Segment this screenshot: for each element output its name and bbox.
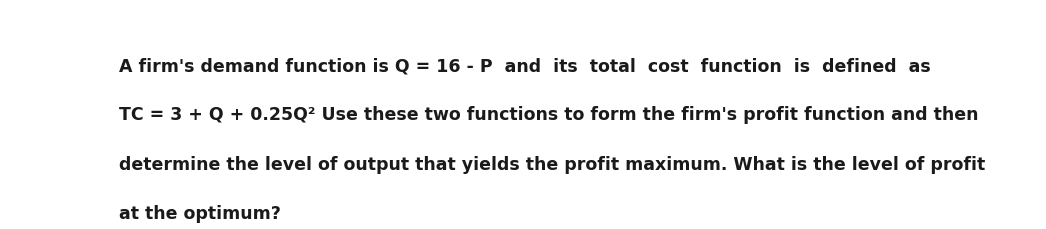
Text: A firm's demand function is Q = 16 - P  and  its  total  cost  function  is  def: A firm's demand function is Q = 16 - P a… — [119, 57, 931, 75]
Text: determine the level of output that yields the profit maximum. What is the level : determine the level of output that yield… — [119, 156, 985, 174]
Text: at the optimum?: at the optimum? — [119, 205, 280, 223]
Text: TC = 3 + Q + 0.25Q² Use these two functions to form the firm's profit function a: TC = 3 + Q + 0.25Q² Use these two functi… — [119, 106, 978, 125]
